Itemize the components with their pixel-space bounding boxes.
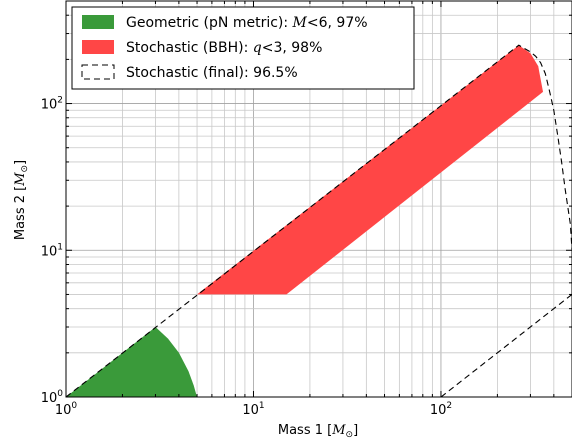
x-tick-label: 102 (430, 401, 452, 418)
legend-label-geometric: Geometric (pN metric): M<6, 97% (126, 15, 368, 31)
x-axis-label: Mass 1 [M⊙] (278, 423, 358, 438)
legend-label-stochastic-final: Stochastic (final): 96.5% (126, 65, 298, 81)
series-dashed-3 (440, 293, 572, 397)
legend-frame (71, 6, 415, 90)
legend: Geometric (pN metric): M<6, 97% Stochast… (71, 6, 415, 90)
series-dashed-2 (66, 44, 572, 397)
y-tick-label: 100 (41, 389, 64, 406)
x-tick-label: 100 (55, 401, 78, 418)
legend-label-stochastic-bbh: Stochastic (BBH): q<3, 98% (126, 40, 322, 56)
series-area-0 (66, 327, 197, 397)
x-tick-label: 101 (242, 401, 264, 418)
y-axis-label: Mass 2 [M⊙] (13, 160, 30, 240)
legend-swatch-geometric (82, 15, 114, 29)
plot-frame (65, 0, 572, 398)
y-tick-label: 101 (41, 242, 63, 259)
tick-labels: 100 101 102 100 101 102 (41, 96, 452, 418)
series-area-1 (197, 45, 543, 295)
legend-swatch-stochastic-final (81, 64, 115, 80)
series-layer (66, 44, 572, 397)
legend-swatch-stochastic-bbh (82, 40, 114, 54)
y-tick-label: 102 (41, 96, 63, 113)
